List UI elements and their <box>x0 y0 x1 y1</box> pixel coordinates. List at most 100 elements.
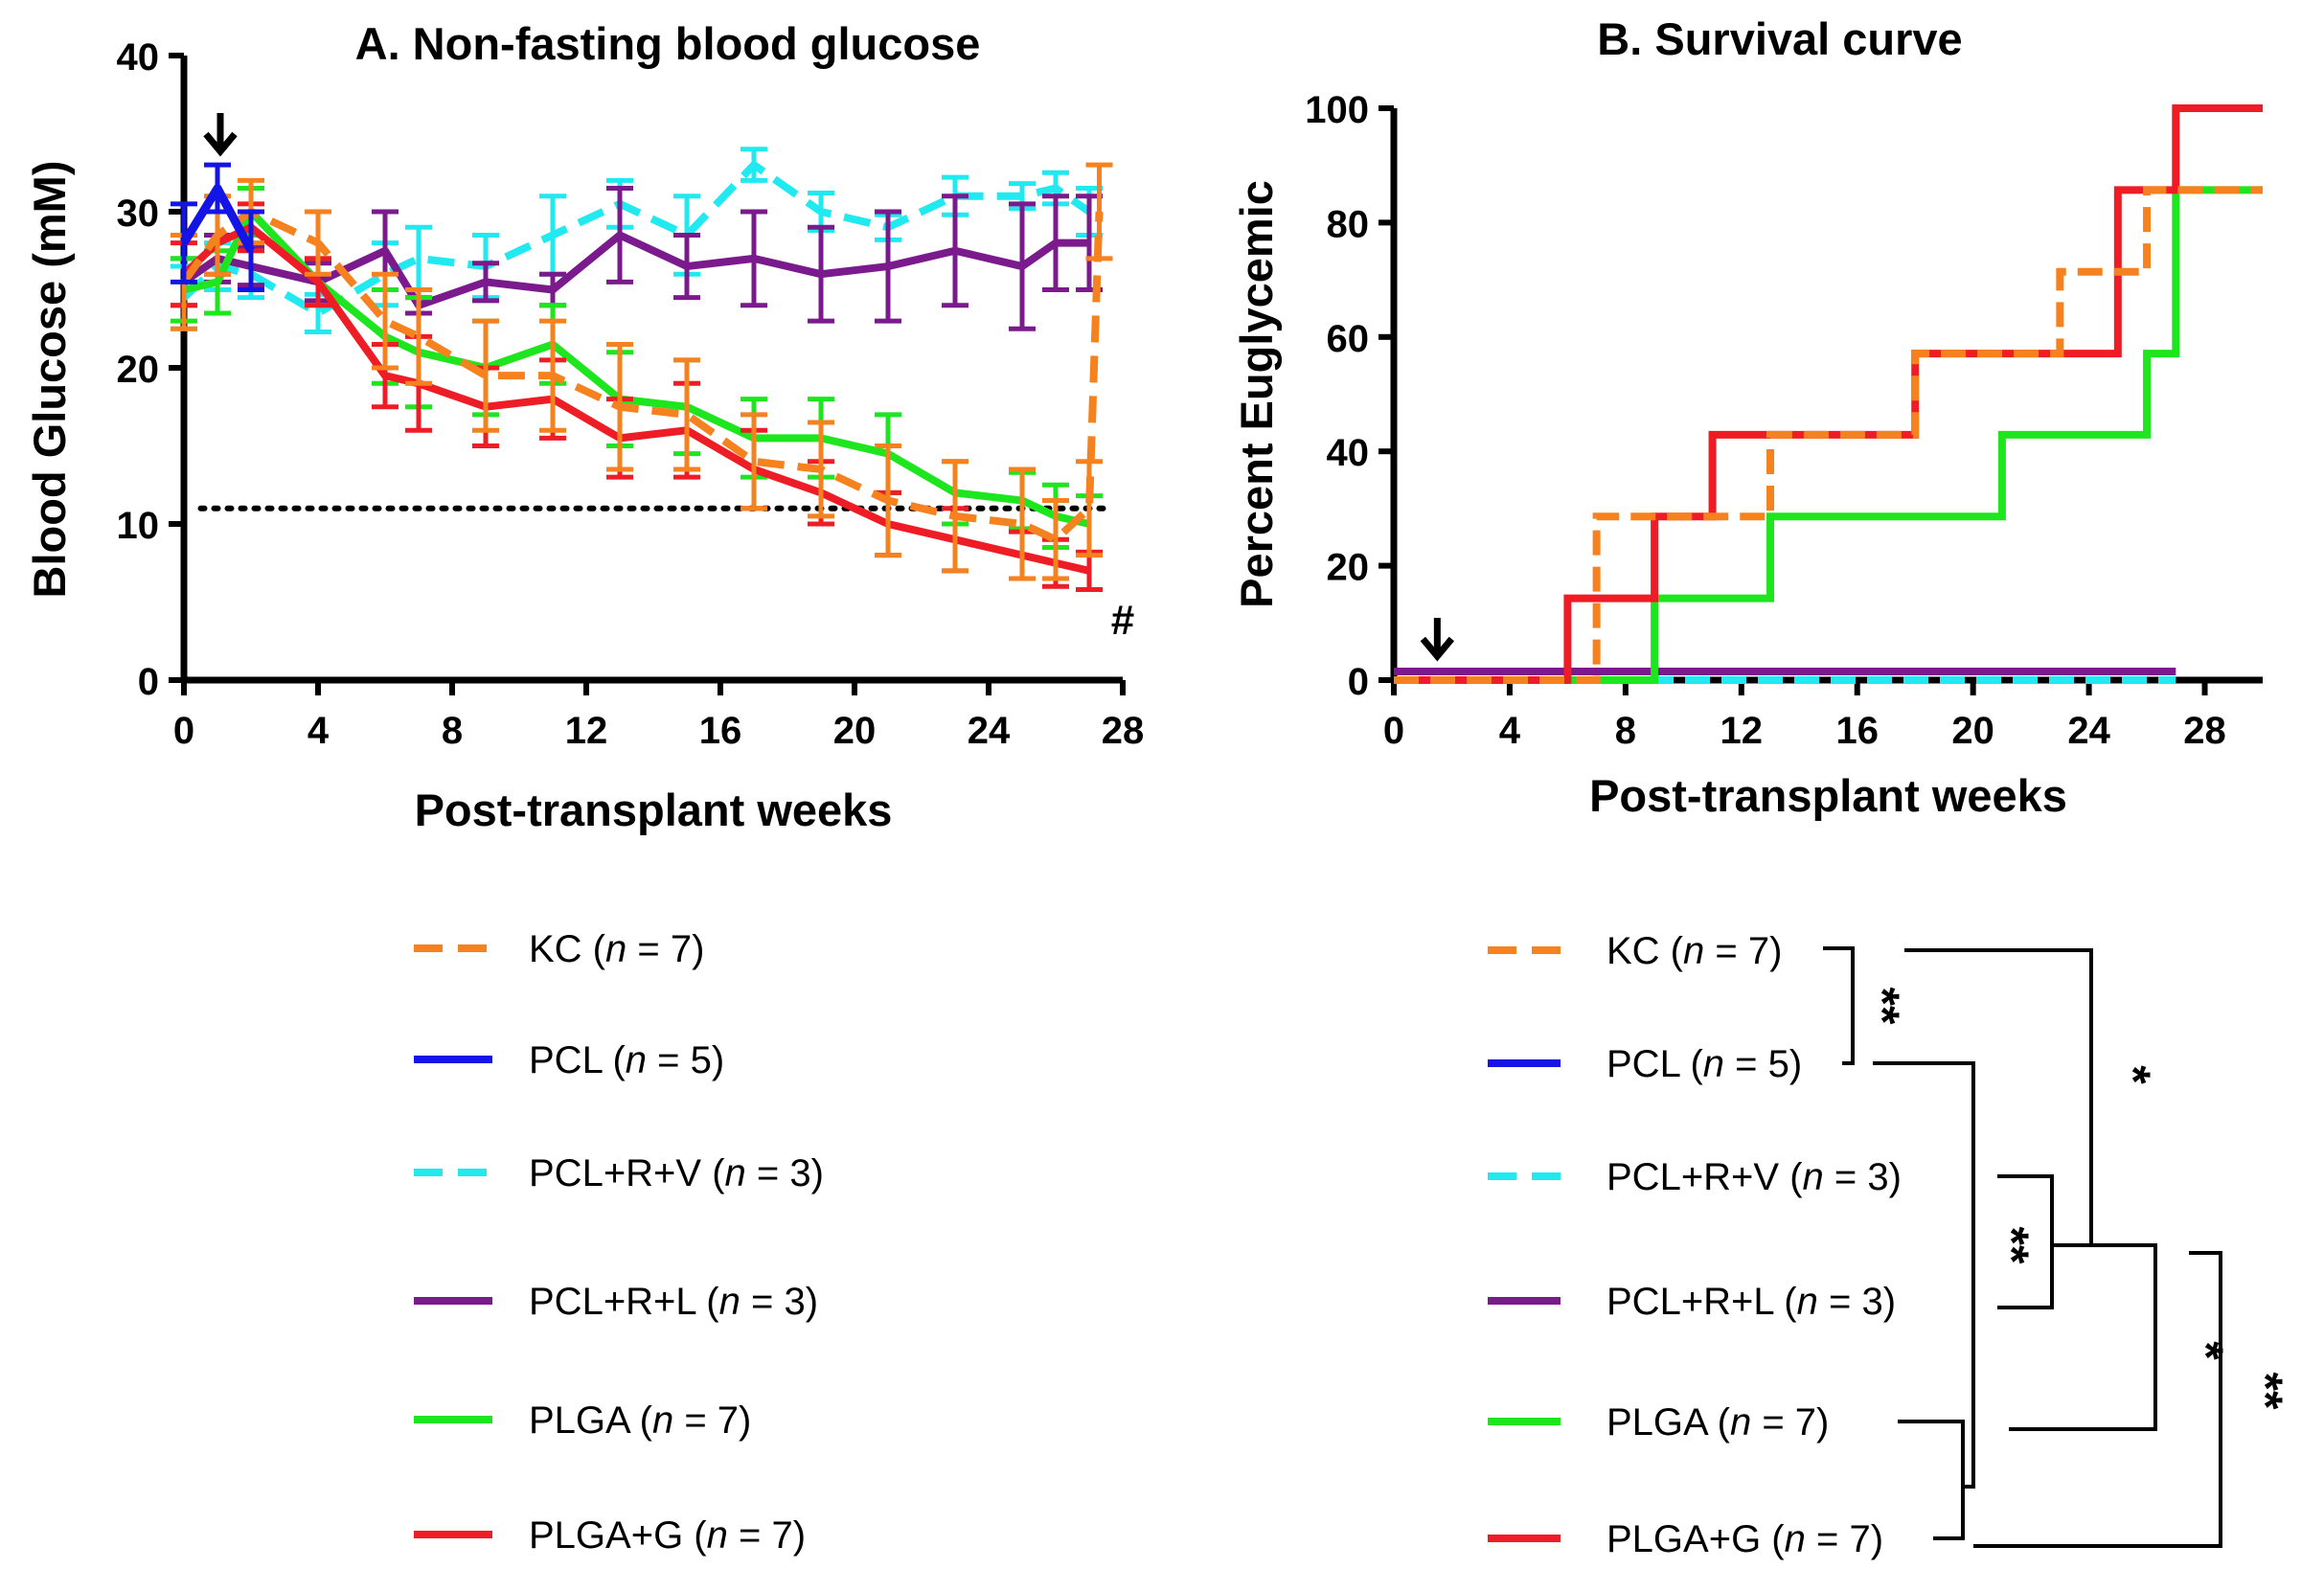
legend-n-symbol: n <box>605 928 627 970</box>
x-tick-label: 4 <box>308 710 330 752</box>
y-tick-label: 10 <box>117 505 160 547</box>
legend-label: KC (n = 7) <box>1606 930 1782 972</box>
legend-n-symbol: n <box>707 1514 728 1557</box>
legend-n-value: = 3) <box>1824 1156 1902 1198</box>
legend-n-value: = 5) <box>647 1039 724 1081</box>
legend-item-PLGA: PLGA (n = 7) <box>1488 1401 1829 1444</box>
series-line-PCL <box>180 184 255 253</box>
series-KC <box>171 162 1113 581</box>
legend-n-symbol: n <box>1730 1401 1751 1444</box>
sig-rvrl-plgag: ** <box>2239 1373 2292 1410</box>
bracket-plga-plgag <box>1898 1420 1965 1540</box>
legend-label-name: PLGA ( <box>529 1399 653 1442</box>
legend-n-symbol: n <box>1703 1043 1724 1085</box>
y-tick-label: 100 <box>1305 89 1369 131</box>
x-axis-label: Post-transplant weeks <box>1589 770 2067 821</box>
legend-item-KC: KC (n = 7) <box>1488 930 1782 972</box>
sig-rvrl-plga: * <box>2179 1341 2233 1360</box>
panel-a-chart: 0 10 20 30 40 0 4 8 12 16 20 24 28 A. Non-fasting blo… <box>24 18 1144 835</box>
legend-label-name: PCL+R+L ( <box>529 1281 719 1323</box>
legend-n-symbol: n <box>626 1039 647 1081</box>
legend-label: PCL+R+V (n = 3) <box>529 1152 824 1194</box>
legend-a: KC (n = 7)PCL (n = 5)PCL+R+V (n = 3)PCL+… <box>414 928 824 1557</box>
legend-label: PLGA+G (n = 7) <box>529 1514 806 1557</box>
series-PCL <box>171 162 264 292</box>
chart-title: B. Survival curve <box>1597 13 1962 64</box>
legend-label: PCL+R+L (n = 3) <box>1606 1281 1896 1323</box>
legend-item-PCLRV: PCL+R+V (n = 3) <box>1488 1156 1902 1198</box>
step-line-PLGA <box>1394 186 2263 684</box>
y-tick-label: 40 <box>117 36 160 79</box>
legend-n-value: = 7) <box>673 1399 751 1442</box>
legend-label-name: PCL+R+V ( <box>529 1152 725 1194</box>
legend-label-name: PCL ( <box>529 1039 626 1081</box>
panel-b-chart: 0 20 40 60 80 100 0 4 8 12 16 20 24 28 B. Survival cur… <box>1231 13 2263 821</box>
y-tick-label: 60 <box>1327 318 1370 360</box>
legend-label: KC (n = 7) <box>529 928 704 970</box>
legend-item-PCLRL: PCL+R+L (n = 3) <box>1488 1281 1896 1323</box>
legend-n-value: = 7) <box>1806 1518 1883 1560</box>
step-line-KC <box>1394 186 2263 684</box>
bracket-kc-rvrl <box>1904 948 2093 1247</box>
legend-n-value: = 3) <box>1818 1281 1896 1323</box>
y-tick-label: 40 <box>1327 432 1370 474</box>
x-tick-label: 8 <box>1615 710 1636 752</box>
bracket-rv-rl <box>1997 1174 2054 1309</box>
legend-item-KC: KC (n = 7) <box>414 928 704 970</box>
y-tick-label: 0 <box>1348 661 1369 703</box>
x-tick-label: 4 <box>1499 710 1521 752</box>
legend-label: PCL (n = 5) <box>1606 1043 1802 1085</box>
x-tick-label: 8 <box>442 710 463 752</box>
legend-item-PCLRV: PCL+R+V (n = 3) <box>414 1152 824 1194</box>
legend-item-PLGAG: PLGA+G (n = 7) <box>414 1514 806 1557</box>
x-tick-label: 24 <box>2067 710 2110 752</box>
bracket-rvrl-plgag <box>1973 1251 2222 1548</box>
legend-n-value: = 7) <box>728 1514 806 1557</box>
x-tick-label: 16 <box>699 710 742 752</box>
legend-label-name: PCL ( <box>1606 1043 1703 1085</box>
y-tick-label: 80 <box>1327 203 1370 245</box>
y-tick-label: 20 <box>1327 547 1370 589</box>
step-line-PLGAG <box>1394 104 2263 684</box>
legend-n-value: = 7) <box>1704 930 1782 972</box>
legend-label-name: PLGA ( <box>1606 1401 1731 1444</box>
legend-item-PLGAG: PLGA+G (n = 7) <box>1488 1518 1883 1560</box>
legend-label-name: PLGA+G ( <box>529 1514 707 1557</box>
x-tick-label: 28 <box>1102 710 1145 752</box>
legend-label: PLGA (n = 7) <box>1606 1401 1829 1444</box>
legend-n-value: = 3) <box>740 1281 818 1323</box>
legend-n-symbol: n <box>725 1152 746 1194</box>
legend-label-name: PCL+R+V ( <box>1606 1156 1803 1198</box>
legend-label-name: KC ( <box>529 928 606 970</box>
sig-kc-rvrl: * <box>2107 1065 2160 1084</box>
annotation-hash: # <box>1111 597 1134 644</box>
arrow-a-head <box>203 131 238 157</box>
series-line-KC <box>180 208 1104 544</box>
bracket-pcl-plga <box>1873 1061 1975 1489</box>
legend-label: PCL+R+V (n = 3) <box>1606 1156 1902 1198</box>
legend-label: PCL+R+L (n = 3) <box>529 1281 818 1323</box>
sig-rv-rl: ** <box>1985 1227 2039 1264</box>
legend-n-value: = 7) <box>1751 1401 1829 1444</box>
y-axis-label: Percent Euglycemic <box>1231 180 1282 608</box>
x-tick-label: 12 <box>1720 710 1764 752</box>
y-tick-label: 0 <box>138 661 159 703</box>
legend-n-symbol: n <box>652 1399 673 1442</box>
legend-n-symbol: n <box>1797 1281 1818 1323</box>
x-tick-label: 16 <box>1835 710 1879 752</box>
sig-kc-pcl: ** <box>1856 988 1909 1025</box>
legend-n-symbol: n <box>1683 930 1704 972</box>
legend-n-value: = 5) <box>1724 1043 1802 1085</box>
legend-n-symbol: n <box>1785 1518 1806 1560</box>
legend-n-value: = 7) <box>627 928 704 970</box>
y-tick-label: 20 <box>117 349 160 391</box>
x-tick-label: 0 <box>173 710 194 752</box>
legend-b: KC (n = 7)PCL (n = 5)PCL+R+V (n = 3)PCL+… <box>1488 930 1902 1560</box>
bracket-rvrl-plga <box>2009 1243 2157 1431</box>
x-tick-label: 20 <box>833 710 877 752</box>
bracket-kc-pcl <box>1823 946 1855 1065</box>
x-tick-label: 28 <box>2183 710 2226 752</box>
legend-label: PLGA+G (n = 7) <box>1606 1518 1883 1560</box>
legend-item-PCL: PCL (n = 5) <box>414 1039 724 1081</box>
